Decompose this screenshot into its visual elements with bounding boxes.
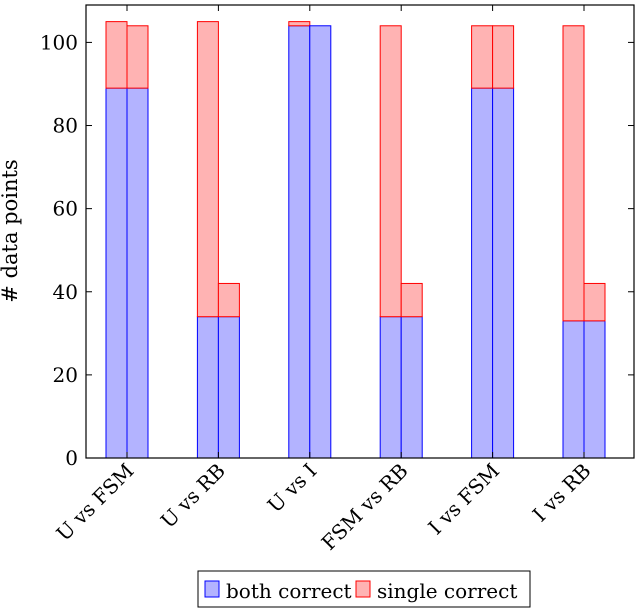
bar-single-correct-4-0 — [471, 25, 494, 89]
bar-single-correct-0-1 — [126, 25, 149, 89]
legend-swatch-both-correct — [204, 580, 220, 598]
x-tick-label: U vs FSM — [51, 459, 138, 546]
x-tick-label: U vs I — [263, 459, 322, 518]
bar-single-correct-4-1 — [492, 25, 515, 89]
bar-both-correct-4-1 — [492, 87, 515, 459]
bar-both-correct-3-0 — [379, 316, 402, 459]
bar-single-correct-3-1 — [400, 282, 423, 318]
legend-label-single-correct: single correct — [377, 579, 517, 603]
bar-single-correct-5-0 — [562, 25, 585, 322]
bar-both-correct-0-1 — [126, 87, 149, 459]
y-axis: 0 20 40 60 80 100 — [40, 30, 634, 470]
legend: both correct single correct — [197, 570, 531, 608]
y-tick-label: 80 — [53, 114, 78, 138]
bar-both-correct-5-1 — [583, 320, 606, 459]
x-tick-label: I vs RB — [528, 459, 596, 527]
y-axis-title: # data points — [0, 159, 22, 302]
y-tick-label: 100 — [40, 30, 78, 54]
legend-label-both-correct: both correct — [226, 579, 352, 603]
bar-both-correct-4-0 — [471, 87, 494, 459]
bar-single-correct-2-0 — [288, 21, 311, 27]
bar-both-correct-1-0 — [196, 316, 219, 459]
bar-single-correct-3-0 — [379, 25, 402, 318]
bar-both-correct-1-1 — [217, 316, 240, 459]
y-tick-label: 0 — [65, 446, 78, 470]
bar-single-correct-0-0 — [105, 21, 128, 89]
bar-both-correct-3-1 — [400, 316, 423, 459]
plot-frame — [85, 4, 635, 459]
x-tick-label: FSM vs RB — [317, 459, 413, 555]
y-tick-label: 60 — [53, 197, 78, 221]
bar-both-correct-5-0 — [562, 320, 585, 459]
y-tick-label: 40 — [53, 280, 78, 304]
bar-both-correct-2-1 — [309, 25, 332, 459]
y-tick-label: 20 — [53, 363, 78, 387]
x-tick-label: U vs RB — [156, 459, 230, 533]
legend-swatch-single-correct — [355, 580, 371, 598]
bar-single-correct-1-1 — [217, 282, 240, 318]
bars-layer — [105, 21, 606, 459]
x-tick-label: I vs FSM — [423, 459, 504, 540]
bar-single-correct-1-0 — [196, 21, 219, 318]
bar-both-correct-0-0 — [105, 87, 128, 459]
bar-both-correct-2-0 — [288, 25, 311, 459]
bar-single-correct-5-1 — [583, 282, 606, 322]
